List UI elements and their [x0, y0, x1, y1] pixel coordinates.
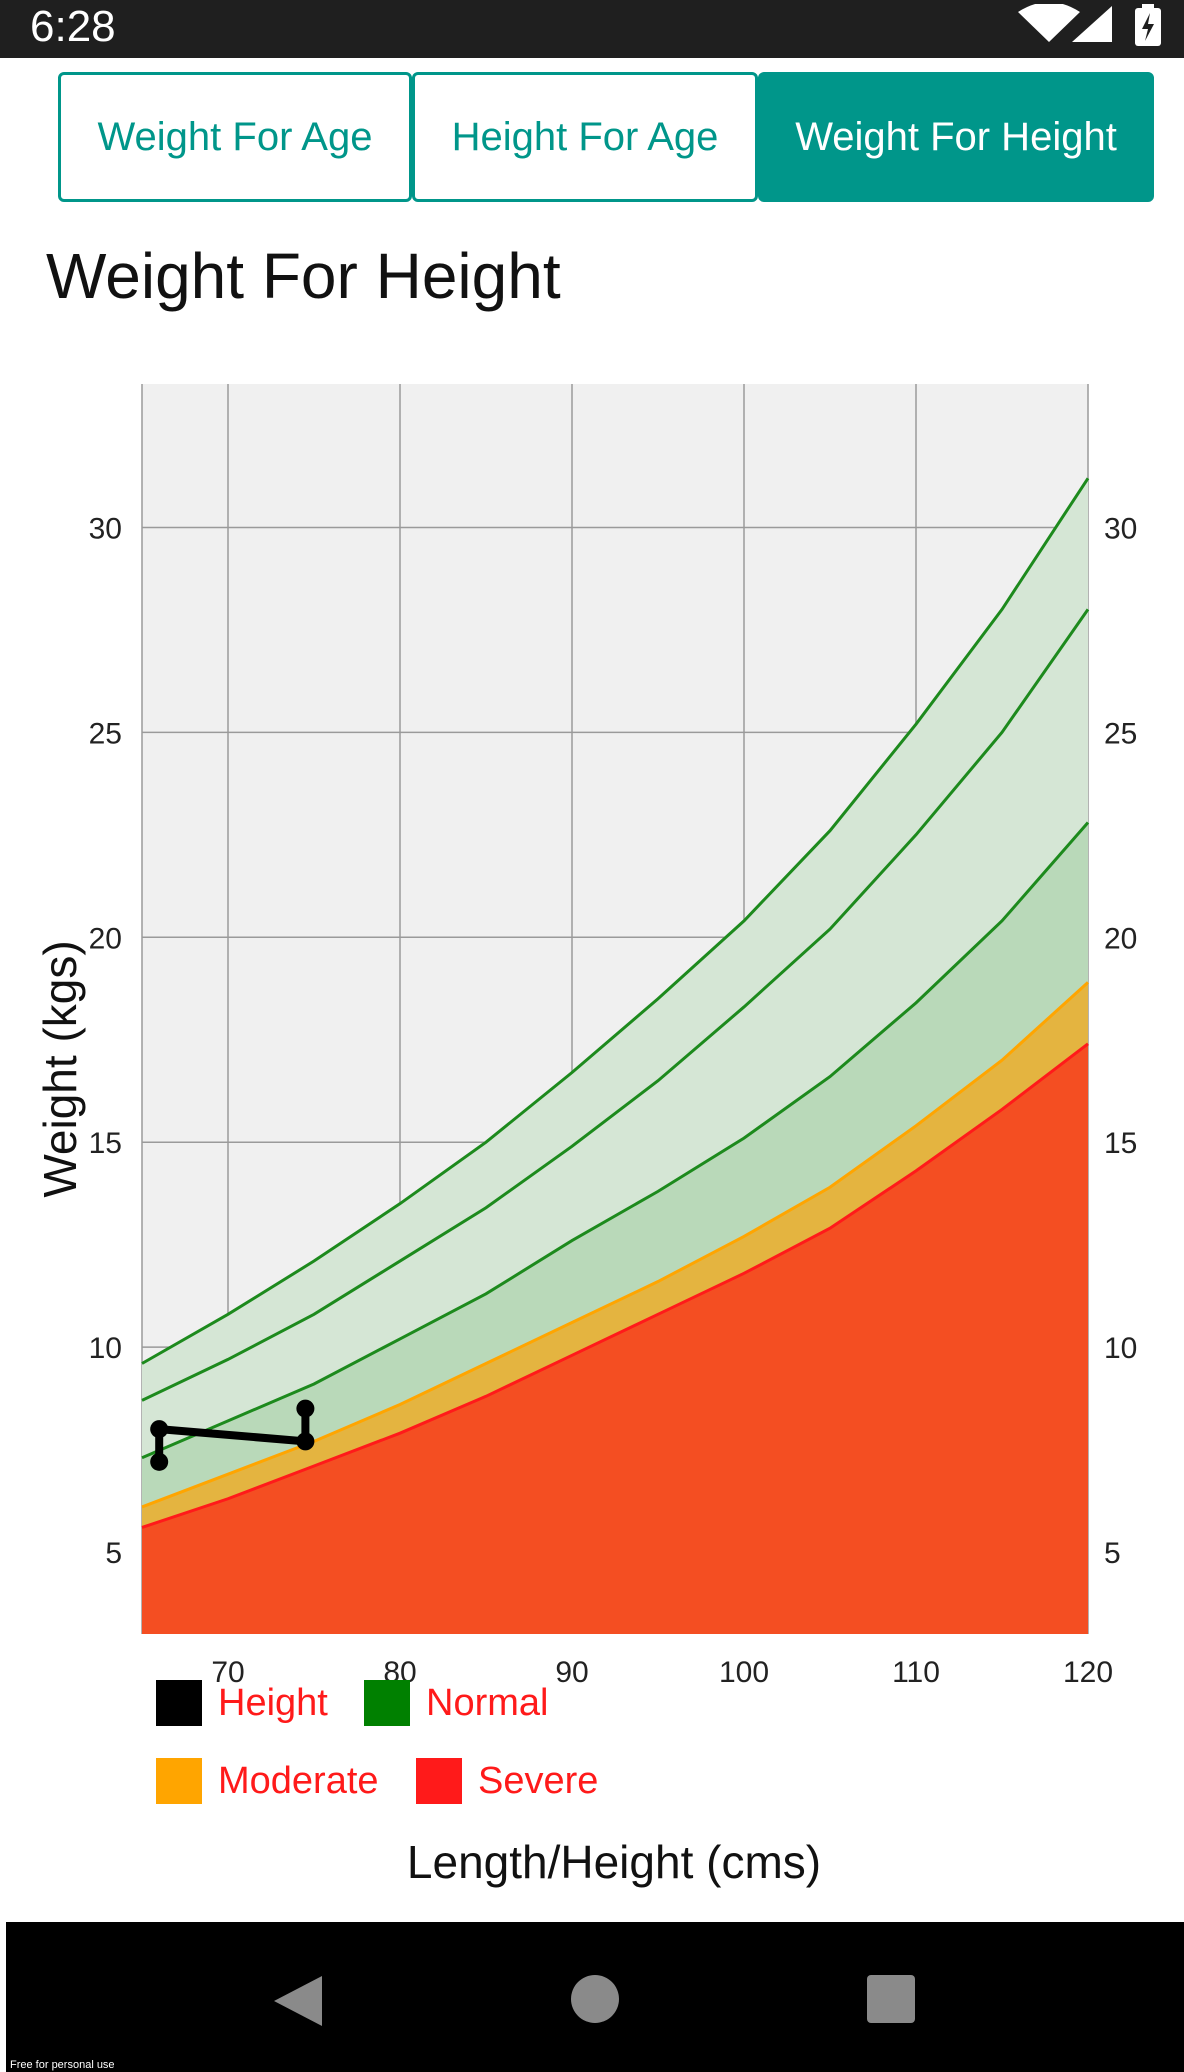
recents-icon[interactable]	[866, 1974, 916, 2024]
measurement-point	[150, 1420, 169, 1439]
y-tick-label-right: 30	[1104, 512, 1137, 545]
status-bar: 6:28	[0, 0, 1184, 58]
back-icon[interactable]	[270, 1974, 324, 2028]
reference-curve	[141, 1042, 1089, 1529]
legend-label-severe: Severe	[478, 1759, 599, 1802]
y-axis-title: Weight (kgs)	[34, 940, 86, 1197]
cell-signal-icon	[1072, 6, 1112, 42]
reference-curve	[141, 477, 1090, 1365]
legend-label-normal: Normal	[426, 1681, 549, 1724]
measurement-line	[158, 1425, 306, 1446]
status-time: 6:28	[30, 2, 116, 51]
x-tick-label: 100	[719, 1656, 769, 1689]
tab-weight-for-age[interactable]: Weight For Age	[58, 72, 412, 202]
measurement-point	[150, 1452, 169, 1471]
home-icon[interactable]	[570, 1974, 620, 2024]
y-tick-label-right: 20	[1104, 922, 1137, 955]
page-title: Weight For Height	[46, 240, 561, 312]
legend-item-moderate: Moderate	[156, 1758, 379, 1804]
measurement-point	[296, 1399, 315, 1418]
y-tick-label-left: 15	[89, 1127, 122, 1160]
y-tick-label-right: 5	[1104, 1537, 1121, 1570]
measurement-point	[296, 1432, 315, 1451]
tab-height-for-age[interactable]: Height For Age	[412, 72, 758, 202]
y-tick-label-right: 25	[1104, 717, 1137, 750]
legend-swatch-normal	[364, 1680, 410, 1726]
legend-item-height: Height	[156, 1680, 328, 1726]
y-tick-label-left: 30	[89, 512, 122, 545]
x-tick-label: 70	[211, 1656, 244, 1689]
y-tick-label-left: 20	[89, 922, 122, 955]
legend-item-severe: Severe	[416, 1758, 598, 1804]
y-tick-label-right: 15	[1104, 1127, 1137, 1160]
normal-mid-band	[142, 609, 1088, 1458]
y-tick-label-right: 10	[1104, 1332, 1137, 1365]
legend-swatch-height	[156, 1680, 202, 1726]
x-tick-label: 120	[1063, 1656, 1113, 1689]
severe-area	[142, 1043, 1088, 1634]
reference-curve	[141, 821, 1090, 1460]
legend-item-normal: Normal	[364, 1680, 548, 1726]
navigation-bar	[6, 1922, 1184, 2072]
tab-weight-for-height[interactable]: Weight For Height	[758, 72, 1154, 202]
reference-curve	[141, 608, 1090, 1402]
x-tick-label: 90	[555, 1656, 588, 1689]
legend-swatch-severe	[416, 1758, 462, 1804]
legend-swatch-moderate	[156, 1758, 202, 1804]
y-tick-label-left: 25	[89, 717, 122, 750]
legend-label-moderate: Moderate	[218, 1759, 379, 1802]
battery-charging-icon	[1135, 4, 1161, 46]
watermark-text: Free for personal use	[10, 2059, 115, 2071]
x-tick-label: 110	[892, 1656, 940, 1689]
y-tick-label-left: 10	[89, 1332, 122, 1365]
x-axis-title: Length/Height (cms)	[407, 1836, 821, 1888]
legend-label-height: Height	[218, 1681, 328, 1724]
wifi-icon	[1018, 4, 1080, 42]
moderate-band	[142, 982, 1088, 1528]
y-tick-label-left: 5	[105, 1537, 122, 1570]
app-content: Weight For Age Height For Age Weight For…	[6, 58, 1184, 1922]
